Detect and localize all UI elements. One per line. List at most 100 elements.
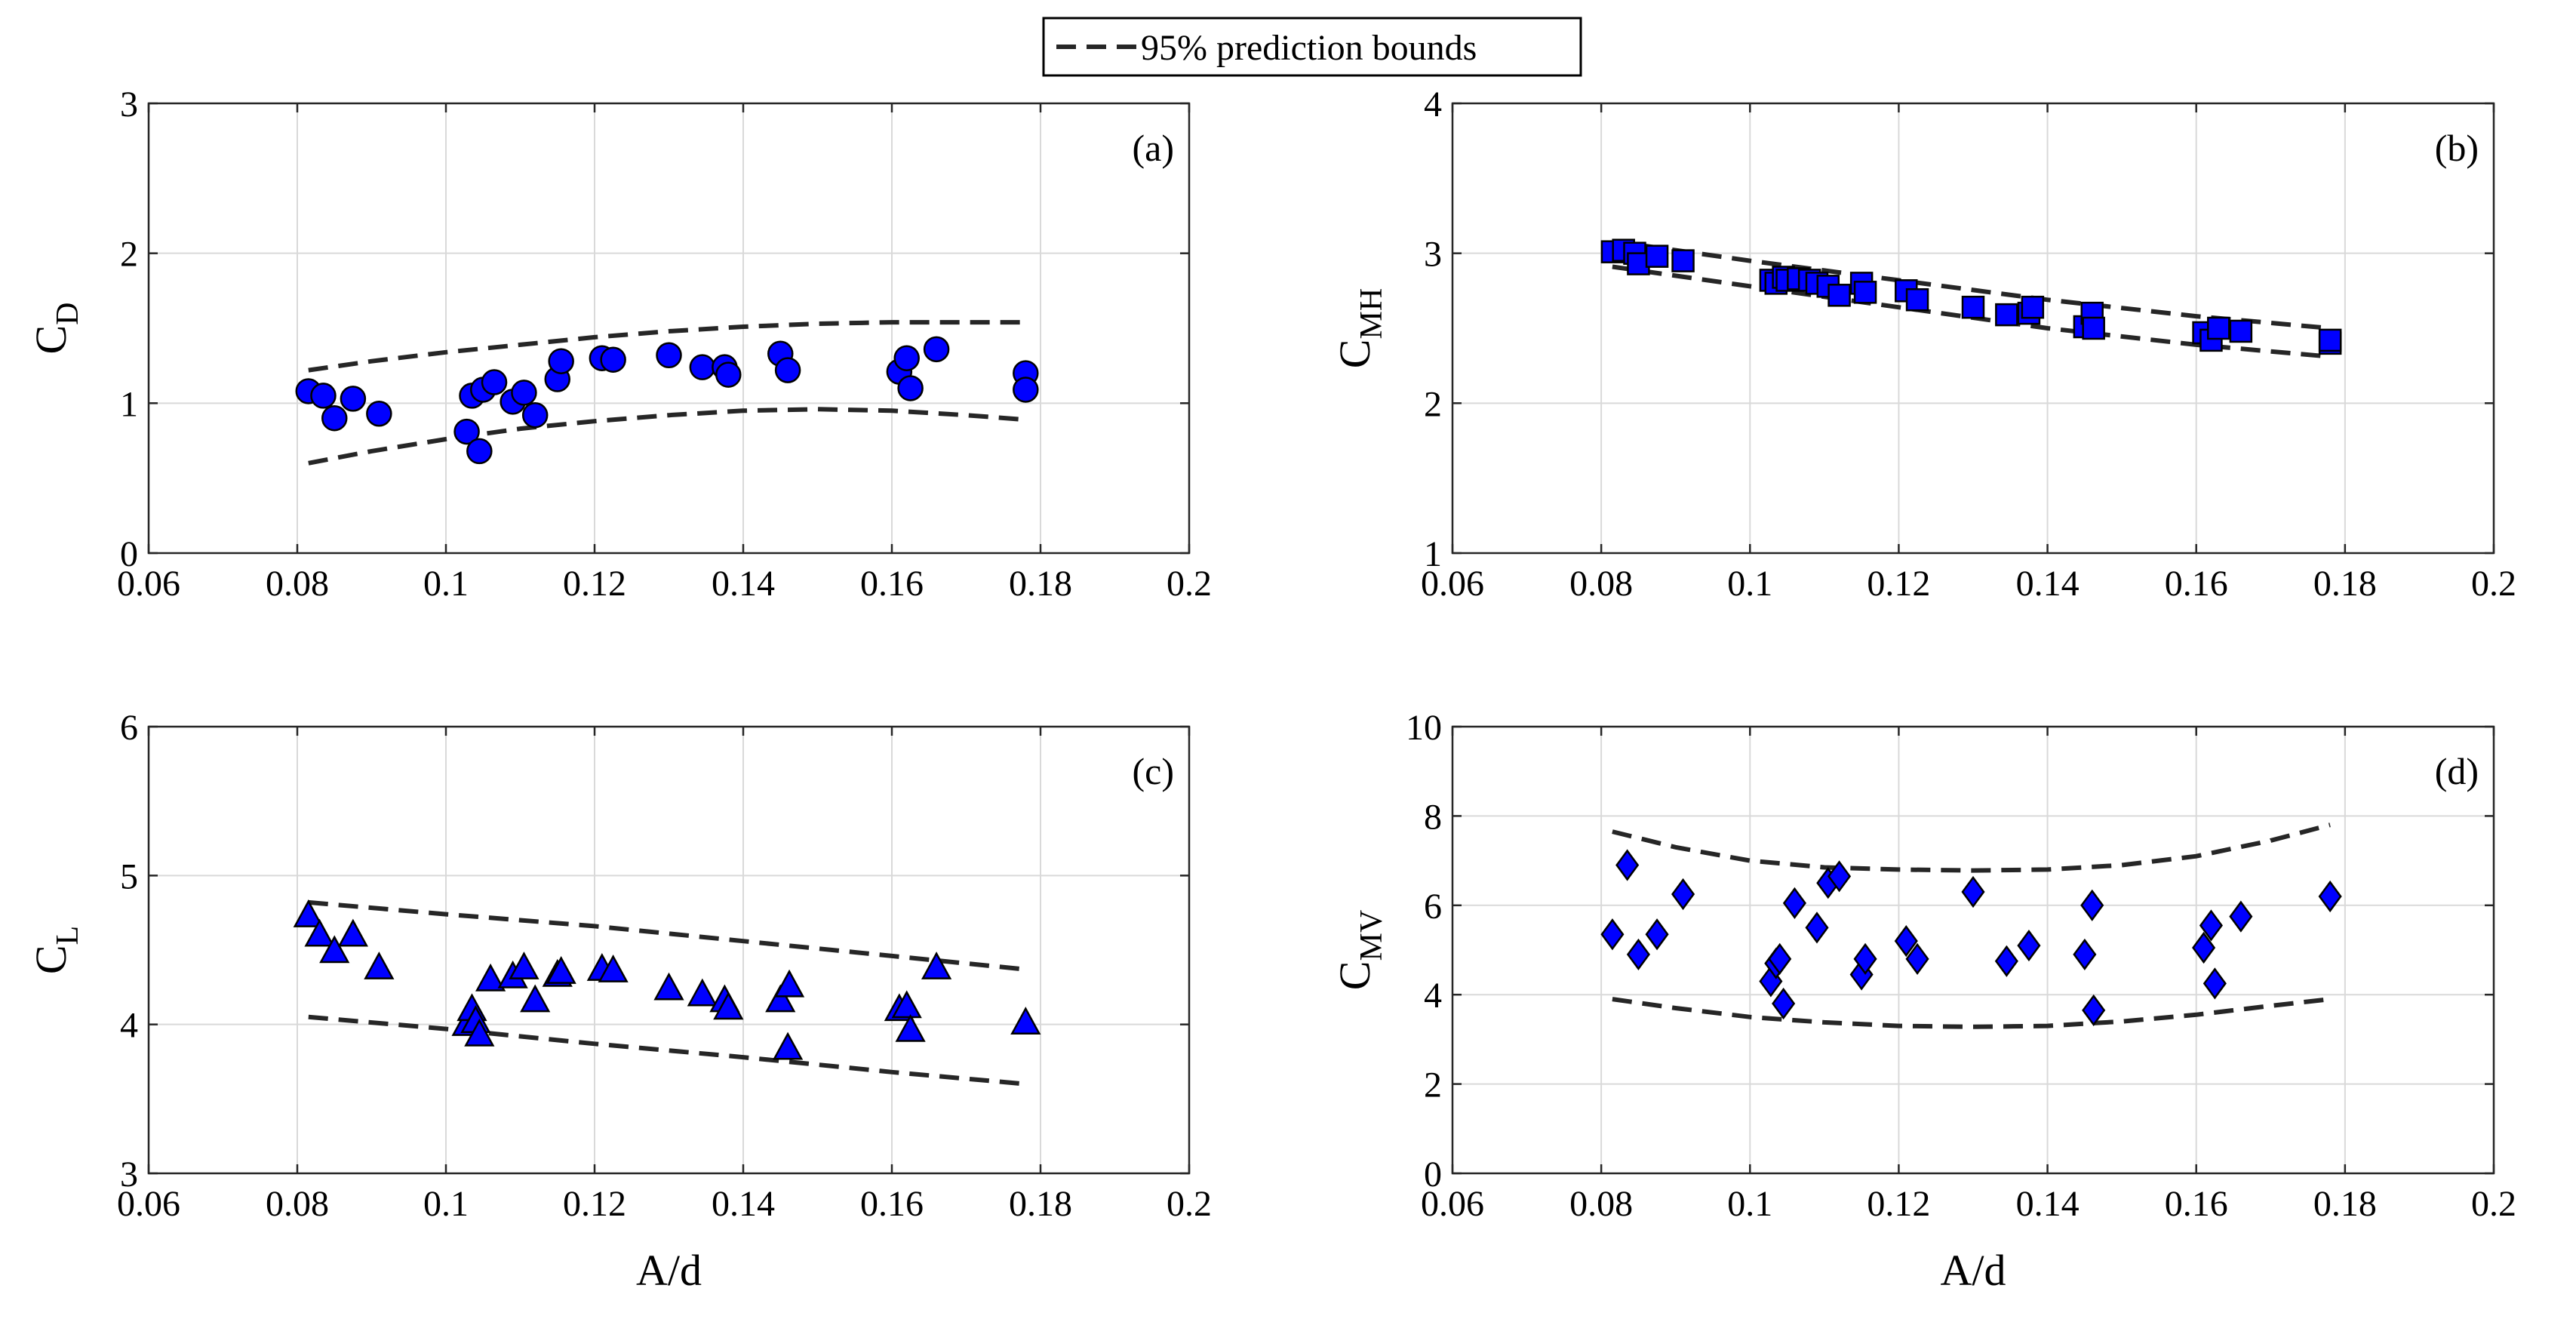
data-point: [546, 955, 576, 984]
data-point: [1905, 942, 1929, 975]
data-point: [921, 952, 952, 979]
data-point: [2021, 295, 2045, 319]
data-point: [1615, 849, 1640, 881]
data-point: [1961, 295, 1985, 319]
y-axis-label-main: C: [1330, 340, 1379, 369]
y-tick-label: 10: [1406, 708, 1442, 748]
x-tick-label: 0.14: [712, 1184, 775, 1224]
y-tick-label: 2: [1424, 1065, 1442, 1105]
x-tick-label: 0.2: [1167, 1184, 1212, 1224]
y-tick-label: 2: [1424, 384, 1442, 424]
data-point: [464, 1018, 495, 1047]
axes-frame: [147, 725, 1191, 1175]
data-point: [475, 963, 506, 992]
data-point: [453, 418, 480, 445]
data-point: [923, 336, 950, 363]
data-point: [765, 984, 796, 1013]
data-point: [548, 348, 574, 374]
data-point: [1905, 288, 1929, 312]
x-tick-label: 0.14: [2016, 564, 2080, 604]
y-axis-label: CL: [26, 926, 85, 974]
x-axis-label: A/d: [1941, 1246, 2006, 1295]
data-point: [1013, 377, 1039, 403]
data-point: [310, 383, 337, 409]
y-axis-label-subscript: L: [51, 926, 85, 945]
data-point: [1853, 281, 1877, 304]
data-point: [1626, 938, 1650, 971]
data-point: [1805, 912, 1829, 944]
y-tick-label: 4: [120, 1006, 138, 1046]
data-point: [511, 380, 537, 406]
data-point: [1827, 284, 1851, 307]
x-tick-label: 0.14: [712, 564, 775, 604]
data-point: [1853, 942, 1877, 975]
data-point: [689, 354, 716, 380]
data-point: [1772, 987, 1796, 1020]
data-point: [1994, 945, 2018, 977]
x-tick-label: 0.1: [423, 1184, 469, 1224]
y-axis-label: CD: [26, 302, 85, 354]
x-tick-label: 0.08: [1569, 564, 1633, 604]
data-point: [1768, 942, 1792, 975]
x-tick-label: 0.06: [1421, 564, 1484, 604]
data-point: [2318, 880, 2342, 913]
x-tick-label: 0.12: [1867, 564, 1930, 604]
data-point: [1671, 249, 1695, 272]
data-point: [891, 990, 922, 1019]
data-point: [773, 969, 805, 998]
data-point: [1961, 875, 1985, 908]
y-axis-label: CMH: [1330, 288, 1389, 368]
y-tick-label: 6: [120, 708, 138, 748]
axes-frame: [1451, 725, 2495, 1175]
data-point: [1671, 878, 1695, 911]
y-axis-label-subscript: MH: [1354, 288, 1389, 340]
data-point: [600, 346, 626, 373]
x-tick-label: 0.12: [563, 564, 626, 604]
y-axis-label: CMV: [1330, 910, 1389, 990]
data-point: [2082, 316, 2105, 340]
subplot-b: 0.06 0.08 0.1 0.12 0.14 0.16 0.18 0.2 1 2 3 4 CMH (b): [1330, 85, 2516, 604]
subplot-grid: 0.06 0.08 0.1 0.12 0.14 0.16 0.18 0.20123CD(a)0…: [26, 85, 2516, 1295]
x-axis-label: A/d: [636, 1246, 702, 1295]
axes-frame: [1451, 102, 2495, 555]
x-tick-label: 0.18: [2313, 564, 2377, 604]
x-tick-label: 0.08: [266, 1184, 329, 1224]
x-tick-label: 0.06: [117, 564, 180, 604]
panel-label: (b): [2435, 127, 2479, 169]
x-tick-label: 0.16: [860, 1184, 924, 1224]
subplot-a: 0.06 0.08 0.1 0.12 0.14 0.16 0.18 0.2 0 1 2 3 CD (a): [26, 85, 1212, 604]
y-tick-label: 1: [1424, 534, 1442, 574]
y-axis-label-subscript: D: [51, 302, 85, 324]
y-axis-label-subscript: MV: [1354, 910, 1389, 961]
y-tick-label: 3: [1424, 235, 1442, 275]
data-point: [1600, 918, 1625, 951]
panel-label: (d): [2435, 750, 2479, 792]
data-point: [1010, 1007, 1041, 1035]
lower-prediction-bound: [1612, 997, 2331, 1029]
y-tick-label: 4: [1424, 85, 1442, 125]
x-tick-label: 0.06: [1421, 1184, 1484, 1224]
lower-prediction-bound: [308, 407, 1026, 466]
data-point: [1894, 925, 1918, 958]
data-point: [687, 978, 718, 1007]
y-tick-label: 3: [120, 85, 138, 125]
x-tick-label: 0.08: [1569, 1184, 1633, 1224]
data-point: [2203, 967, 2227, 1000]
data-point: [2229, 900, 2253, 933]
y-axis-label-main: C: [1330, 961, 1379, 991]
data-point: [2080, 889, 2104, 921]
data-point: [598, 955, 629, 982]
y-tick-label: 0: [120, 534, 138, 574]
data-point: [2207, 316, 2230, 340]
upper-prediction-bound: [1612, 822, 2331, 873]
data-point: [1995, 303, 2018, 327]
data-point: [340, 386, 367, 412]
x-tick-label: 0.18: [2313, 1184, 2377, 1224]
legend: 95% prediction bounds: [1042, 17, 1582, 77]
x-tick-label: 0.2: [2471, 564, 2516, 604]
panel-label: (a): [1133, 127, 1175, 169]
data-point: [2199, 909, 2223, 942]
data-point: [304, 918, 335, 947]
y-tick-label: 2: [120, 235, 138, 275]
x-tick-label: 0.2: [2471, 1184, 2516, 1224]
